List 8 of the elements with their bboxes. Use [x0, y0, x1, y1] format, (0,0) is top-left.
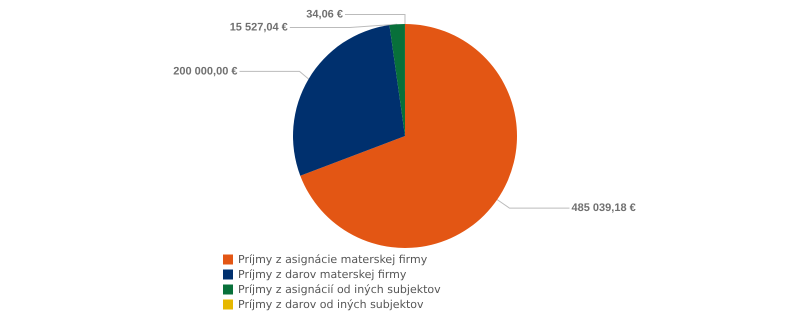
data-label: 485 039,18 € [572, 202, 636, 214]
data-label: 200 000,00 € [173, 65, 238, 78]
legend-label: Príjmy z darov materskej firmy [238, 268, 407, 281]
data-label: 34,06 € [306, 8, 343, 20]
data-label: 15 527,04 € [230, 22, 288, 34]
legend-label: Príjmy z darov od iných subjektov [238, 298, 424, 311]
legend-label: Príjmy z asignácií od iných subjektov [238, 283, 442, 296]
legend-label: Príjmy z asignácie materskej firmy [238, 253, 428, 266]
